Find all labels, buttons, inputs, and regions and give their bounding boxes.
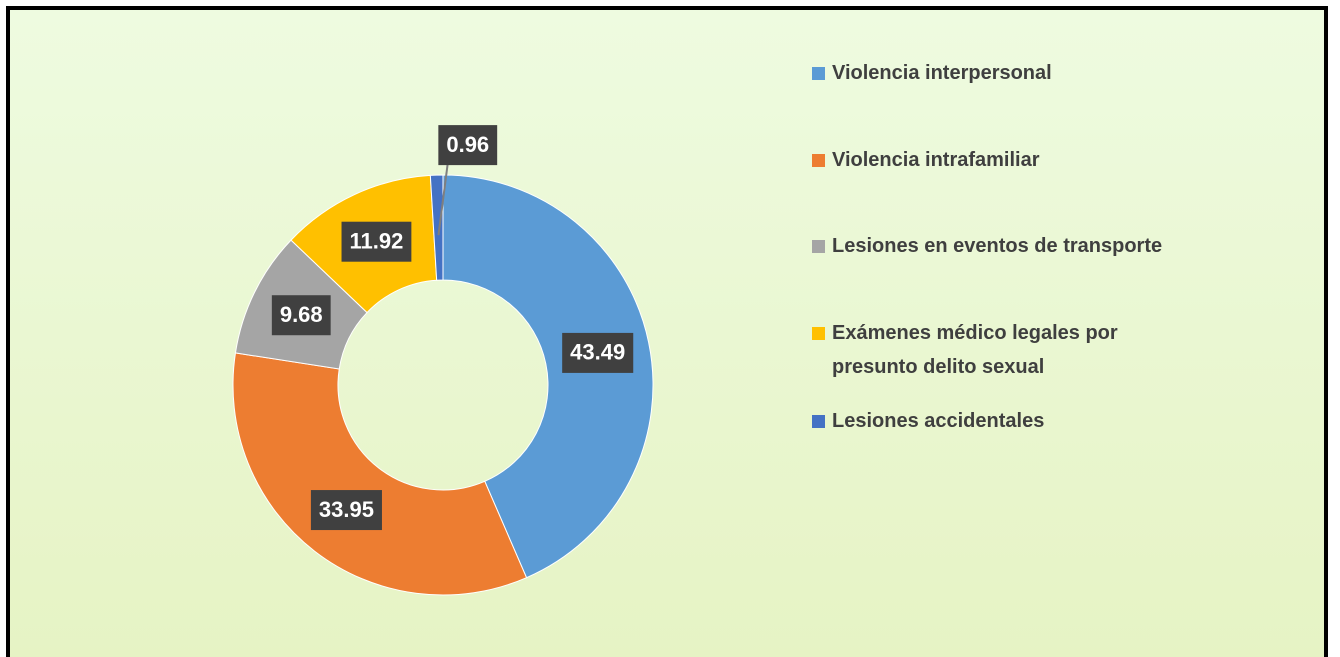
donut-slice bbox=[232, 352, 528, 596]
legend-swatch bbox=[812, 415, 825, 428]
data-label-box bbox=[341, 221, 412, 262]
legend-label: Violencia intrafamiliar bbox=[832, 149, 1040, 171]
data-label: 11.92 bbox=[341, 221, 412, 262]
donut-slice bbox=[429, 174, 444, 281]
data-label-text: 33.95 bbox=[319, 497, 374, 522]
legend-label: Lesiones accidentales bbox=[832, 410, 1045, 432]
data-label-text: 11.92 bbox=[350, 229, 404, 254]
legend-item: Exámenes médico legales por presunto del… bbox=[812, 316, 1232, 384]
data-label-box bbox=[271, 295, 331, 336]
legend-label: Exámenes médico legales por presunto del… bbox=[832, 322, 1118, 378]
leader-line bbox=[437, 162, 449, 236]
data-label-text: 43.49 bbox=[570, 340, 625, 365]
legend-swatch bbox=[812, 240, 825, 253]
legend-item: Violencia interpersonal bbox=[812, 56, 1232, 90]
data-label: 9.68 bbox=[271, 295, 331, 336]
legend-swatch bbox=[812, 67, 825, 80]
data-label: 33.95 bbox=[310, 490, 382, 531]
legend-swatch bbox=[812, 154, 825, 167]
data-label: 0.96 bbox=[438, 125, 498, 166]
data-label: 43.49 bbox=[562, 332, 634, 373]
legend-item: Lesiones accidentales bbox=[812, 404, 1232, 438]
donut-slice bbox=[442, 174, 654, 579]
legend-label: Violencia interpersonal bbox=[832, 62, 1052, 84]
legend-item: Violencia intrafamiliar bbox=[812, 143, 1232, 177]
data-label-box bbox=[310, 490, 382, 531]
data-label-box bbox=[562, 332, 634, 373]
data-label-box bbox=[438, 125, 498, 166]
legend-swatch bbox=[812, 327, 825, 340]
chart-area bbox=[6, 6, 1328, 657]
legend-label: Lesiones en eventos de transporte bbox=[832, 235, 1163, 257]
data-label-text: 0.96 bbox=[446, 132, 489, 157]
data-label-text: 9.68 bbox=[280, 302, 323, 327]
legend-item: Lesiones en eventos de transporte bbox=[812, 229, 1232, 263]
